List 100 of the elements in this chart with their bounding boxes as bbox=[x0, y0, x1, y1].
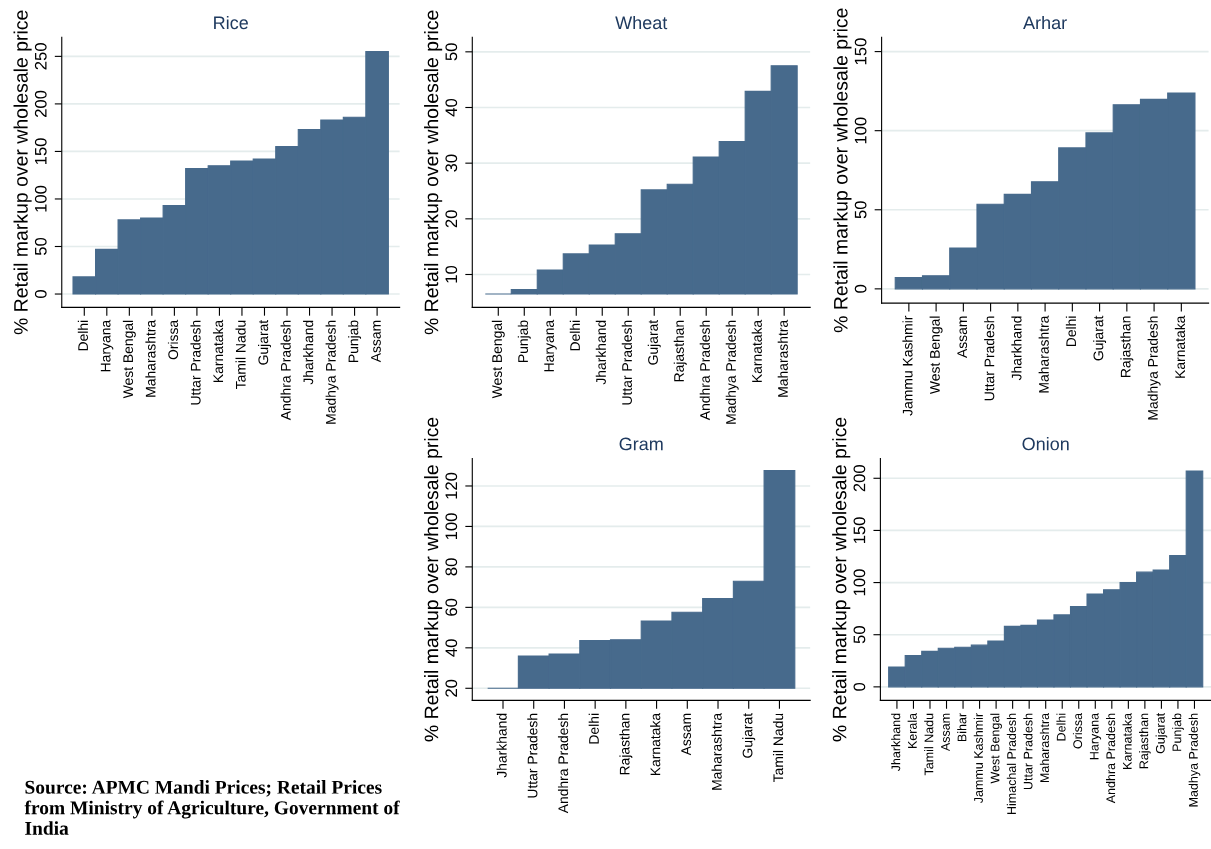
y-tick-label: 150 bbox=[853, 517, 866, 544]
y-tick-label: 20 bbox=[445, 210, 458, 228]
y-tick-label: 30 bbox=[445, 154, 458, 172]
x-tick-label: Uttar Pradesh bbox=[984, 316, 995, 401]
y-tick-label: 50 bbox=[34, 237, 47, 256]
x-tick-label: Gujarat bbox=[1093, 315, 1107, 361]
y-tick-label: 40 bbox=[445, 98, 458, 117]
chart-title: Rice bbox=[214, 15, 248, 30]
x-tick-label: Delhi bbox=[569, 320, 580, 351]
y-axis-title: % Retail markup over wholesale price bbox=[424, 10, 443, 335]
y-tick-label: 100 bbox=[445, 513, 458, 540]
x-tick-label: Tamil Nadu bbox=[772, 713, 784, 783]
x-tick-label: Karnataka bbox=[1174, 315, 1186, 378]
x-tick-label: Andhra Pradesh bbox=[557, 713, 569, 814]
x-tick-label: Delhi bbox=[1056, 713, 1066, 741]
chart-title: Onion bbox=[1022, 437, 1069, 451]
x-tick-label: Tamil Nadu bbox=[235, 320, 246, 389]
x-tick-label: Maharashtra bbox=[711, 712, 722, 790]
x-tick-label: Gujarat bbox=[647, 319, 661, 365]
x-tick-label: Tamil Nadu bbox=[924, 713, 934, 776]
x-tick-label: Rajasthan bbox=[1120, 316, 1134, 377]
x-tick-label: Karnataka bbox=[650, 712, 661, 776]
x-tick-label: Punjab bbox=[348, 320, 362, 362]
x-tick-label: Kerala bbox=[907, 712, 917, 749]
x-tick-label: Uttar Pradesh bbox=[1023, 713, 1033, 790]
x-tick-label: Jharkhand bbox=[595, 320, 606, 385]
y-tick-label: 200 bbox=[853, 465, 866, 492]
y-axis-title: % Retail markup over wholesale price bbox=[13, 10, 32, 335]
x-tick-label: Bihar bbox=[957, 713, 967, 742]
x-tick-label: Assam bbox=[681, 713, 692, 756]
x-tick-label: Orissa bbox=[167, 319, 179, 360]
source-note: Source: APMC Mandi Prices; Retail Prices from Ministry of Agriculture, Government of India bbox=[24, 780, 400, 835]
y-tick-label: 50 bbox=[853, 626, 866, 644]
x-tick-label: Jammu Kashmir bbox=[902, 315, 913, 416]
x-tick-label: Madhya Pradesh bbox=[1188, 713, 1201, 807]
x-tick-label: Haryana bbox=[1089, 712, 1102, 760]
x-tick-label: Punjab bbox=[1172, 713, 1184, 751]
y-tick-label: 50 bbox=[445, 43, 458, 61]
x-tick-label: Maharashtra bbox=[777, 319, 788, 397]
x-tick-label: Andhra Pradesh bbox=[280, 320, 291, 421]
x-tick-label: Assam bbox=[957, 316, 968, 359]
y-tick-label: 0 bbox=[34, 290, 47, 299]
x-tick-label: Haryana bbox=[100, 319, 114, 372]
x-tick-label: Rajasthan bbox=[1139, 713, 1151, 769]
y-tick-label: 0 bbox=[854, 284, 867, 293]
y-tick-label: 100 bbox=[853, 569, 866, 596]
chart-title: Gram bbox=[619, 437, 663, 451]
x-tick-label: Jharkhand bbox=[303, 320, 314, 385]
x-tick-label: Uttar Pradesh bbox=[527, 713, 538, 798]
x-tick-label: West Bengal bbox=[491, 320, 505, 399]
x-tick-label: Madhya Pradesh bbox=[325, 320, 339, 424]
y-tick-label: 60 bbox=[445, 598, 458, 616]
x-tick-label: West Bengal bbox=[122, 320, 136, 399]
x-tick-label: Karnataka bbox=[212, 319, 224, 383]
y-axis-title: % Retail markup over wholesale price bbox=[424, 417, 443, 742]
x-tick-label: Haryana bbox=[544, 319, 557, 372]
x-tick-label: Assam bbox=[371, 320, 381, 363]
y-tick-label: 150 bbox=[34, 138, 47, 165]
y-axis-title: % Retail markup over wholesale price bbox=[833, 8, 852, 333]
x-tick-label: West Bengal bbox=[990, 713, 1002, 784]
x-tick-label: Maharashtra bbox=[1038, 315, 1049, 393]
x-tick-label: Uttar Pradesh bbox=[621, 320, 632, 405]
y-tick-label: 20 bbox=[445, 679, 458, 697]
x-tick-label: Delhi bbox=[1065, 316, 1077, 347]
x-tick-label: Maharashtra bbox=[1039, 712, 1050, 783]
x-tick-label: Jharkhand bbox=[1011, 316, 1022, 381]
x-tick-label: Delhi bbox=[588, 713, 599, 744]
x-tick-label: Gujarat bbox=[742, 713, 756, 758]
x-tick-label: Assam bbox=[941, 713, 950, 752]
x-tick-label: Rajasthan bbox=[673, 320, 687, 382]
x-tick-label: Orissa bbox=[1072, 712, 1083, 749]
y-tick-label: 120 bbox=[445, 472, 458, 499]
x-tick-label: Andhra Pradesh bbox=[1105, 713, 1116, 804]
x-tick-label: West Bengal bbox=[929, 316, 943, 395]
x-tick-label: Jharkhand bbox=[496, 713, 507, 778]
chart-title: Arhar bbox=[1023, 15, 1067, 30]
y-axis-title: % Retail markup over wholesale price bbox=[832, 417, 851, 742]
y-tick-label: 150 bbox=[854, 38, 867, 65]
y-tick-label: 50 bbox=[854, 201, 867, 219]
x-tick-label: Gujarat bbox=[1155, 713, 1168, 754]
x-tick-label: Andhra Pradesh bbox=[699, 320, 710, 421]
x-tick-label: Delhi bbox=[77, 320, 89, 351]
x-tick-label: Jharkhand bbox=[891, 713, 901, 772]
y-tick-label: 0 bbox=[853, 682, 866, 691]
y-tick-label: 250 bbox=[34, 43, 47, 70]
y-tick-label: 100 bbox=[34, 185, 47, 212]
chart-title: Wheat bbox=[615, 15, 668, 30]
x-tick-label: Gujarat bbox=[258, 319, 271, 365]
y-tick-label: 40 bbox=[445, 639, 458, 657]
x-tick-label: Karnataka bbox=[751, 319, 762, 383]
y-tick-label: 80 bbox=[445, 558, 458, 576]
x-tick-label: Madhya Pradesh bbox=[725, 320, 739, 424]
x-tick-label: Himachal Pradesh bbox=[1006, 713, 1016, 815]
y-tick-label: 200 bbox=[34, 90, 47, 117]
x-tick-label: Rajasthan bbox=[619, 713, 633, 775]
y-tick-label: 10 bbox=[445, 265, 458, 283]
x-tick-label: Uttar Pradesh bbox=[190, 320, 201, 405]
x-tick-label: Karnataka bbox=[1122, 712, 1132, 769]
x-tick-label: Punjab bbox=[517, 320, 531, 362]
x-tick-label: Maharashtra bbox=[145, 319, 156, 397]
